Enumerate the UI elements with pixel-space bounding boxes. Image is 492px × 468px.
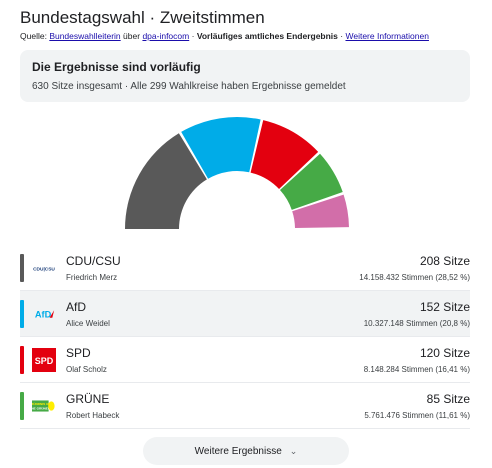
party-seats: 208 Sitze [419, 254, 470, 268]
party-votes: 5.761.476 Stimmen (11,61 %) [364, 411, 470, 420]
party-color-bar [20, 392, 24, 420]
party-leader: Olaf Scholz [66, 365, 107, 374]
party-results-list: CDU|CSU CDU/CSU Friedrich Merz 208 Sitze… [20, 245, 470, 429]
hemicycle-svg [125, 117, 349, 229]
party-color-bar [20, 254, 24, 282]
source-line: Quelle: Bundeswahlleiterin über dpa-info… [20, 31, 429, 41]
source-separator: · [340, 31, 344, 41]
gruene-logo-icon: BÜNDNIS 90 DIE GRÜNEN [32, 394, 56, 418]
afd-logo-icon: AfD [32, 302, 56, 326]
page-title: Bundestagswahl · Zweitstimmen [20, 8, 265, 27]
party-votes: 14.158.432 Stimmen (28,52 %) [359, 273, 470, 282]
more-info-link[interactable]: Weitere Informationen [345, 31, 429, 41]
party-color-bar [20, 300, 24, 328]
source-separator: · [191, 31, 195, 41]
party-seats: 120 Sitze [419, 346, 470, 360]
party-name: AfD [66, 300, 87, 314]
notice-heading: Die Ergebnisse sind vorläufig [32, 60, 201, 74]
more-results-button[interactable]: Weitere Ergebnisse ⌄ [143, 437, 349, 465]
party-leader: Alice Weidel [66, 319, 110, 328]
party-leader: Robert Habeck [66, 411, 120, 420]
results-notice: Die Ergebnisse sind vorläufig 630 Sitze … [20, 50, 470, 102]
seat-segment-gr-ne [279, 153, 343, 210]
party-row-afd[interactable]: AfD AfD Alice Weidel 152 Sitze 10.327.14… [20, 291, 470, 337]
party-name: SPD [66, 346, 91, 360]
svg-text:CDU|CSU: CDU|CSU [33, 266, 55, 272]
party-color-bar [20, 346, 24, 374]
source-link-bundeswahlleiterin[interactable]: Bundeswahlleiterin [49, 31, 121, 41]
party-name: CDU/CSU [66, 254, 121, 268]
seat-segment-afd [181, 117, 261, 179]
source-link-dpa[interactable]: dpa-infocom [142, 31, 190, 41]
source-status: Vorläufiges amtliches Endergebnis [196, 31, 338, 41]
party-votes: 10.327.148 Stimmen (20,8 %) [363, 319, 470, 328]
chevron-down-icon: ⌄ [289, 445, 298, 456]
svg-text:DIE GRÜNEN: DIE GRÜNEN [32, 407, 51, 411]
seat-segment-die-linke [292, 194, 349, 229]
source-via: über [123, 31, 141, 41]
party-seats: 152 Sitze [419, 300, 470, 314]
party-row-spd[interactable]: SPD SPD Olaf Scholz 120 Sitze 8.148.284 … [20, 337, 470, 383]
party-row-cdu-csu[interactable]: CDU|CSU CDU/CSU Friedrich Merz 208 Sitze… [20, 245, 470, 291]
svg-text:AfD: AfD [35, 310, 52, 320]
party-leader: Friedrich Merz [66, 273, 118, 282]
party-seats: 85 Sitze [426, 392, 470, 406]
svg-text:BÜNDNIS 90: BÜNDNIS 90 [32, 402, 50, 406]
seat-distribution-chart [121, 113, 353, 233]
seat-segment-cdu-csu [125, 133, 207, 229]
spd-logo-icon: SPD [32, 348, 56, 372]
source-prefix: Quelle: [20, 31, 47, 41]
party-row-gruene[interactable]: BÜNDNIS 90 DIE GRÜNEN GRÜNE Robert Habec… [20, 383, 470, 429]
cdu-csu-logo-icon: CDU|CSU [32, 256, 56, 280]
seat-segment-spd [250, 120, 319, 190]
party-name: GRÜNE [66, 392, 110, 406]
more-results-label: Weitere Ergebnisse [194, 445, 282, 457]
svg-text:SPD: SPD [35, 356, 54, 366]
party-votes: 8.148.284 Stimmen (16,41 %) [363, 365, 470, 374]
notice-subtext: 630 Sitze insgesamt · Alle 299 Wahlkreis… [32, 81, 346, 92]
